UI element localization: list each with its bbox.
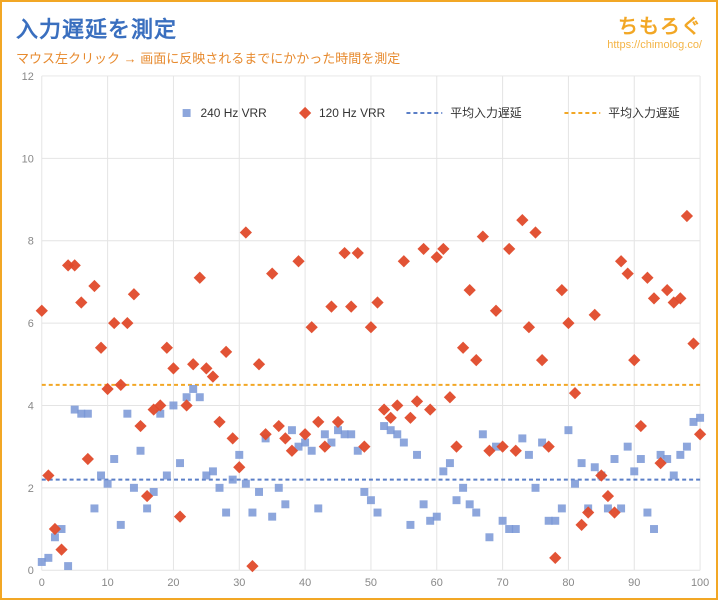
chart-title: 入力遅延を測定: [16, 12, 702, 44]
svg-text:10: 10: [102, 577, 114, 589]
svg-text:4: 4: [28, 400, 34, 412]
brand: ちもろぐ https://chimolog.co/: [607, 10, 702, 51]
svg-text:12: 12: [22, 71, 34, 83]
svg-text:80: 80: [562, 577, 574, 589]
brand-url: https://chimolog.co/: [607, 39, 702, 51]
svg-text:8: 8: [28, 236, 34, 248]
header: 入力遅延を測定 マウス左クリック → 画面に反映されるまでにかかった時間を測定 …: [2, 2, 716, 71]
svg-text:240 Hz VRR: 240 Hz VRR: [201, 106, 268, 120]
svg-text:30: 30: [233, 577, 245, 589]
svg-text:平均入力遅延: 平均入力遅延: [608, 106, 680, 120]
svg-text:50: 50: [365, 577, 377, 589]
chart-subtitle: マウス左クリック → 画面に反映されるまでにかかった時間を測定: [16, 48, 702, 67]
svg-text:100: 100: [691, 577, 709, 589]
chart-area: 0 2 4 6 8 10 12 0 10 20 30 40 50 60 70 80 90 100 240 Hz VR…: [2, 68, 716, 598]
svg-text:6: 6: [28, 318, 34, 330]
svg-text:10: 10: [22, 153, 34, 165]
svg-text:0: 0: [28, 565, 34, 577]
brand-name: ちもろぐ: [607, 10, 702, 39]
chart-frame: 入力遅延を測定 マウス左クリック → 画面に反映されるまでにかかった時間を測定 …: [0, 0, 718, 600]
svg-text:90: 90: [628, 577, 640, 589]
svg-text:120 Hz VRR: 120 Hz VRR: [319, 106, 386, 120]
svg-text:70: 70: [497, 577, 509, 589]
svg-text:60: 60: [431, 577, 443, 589]
scatter-chart: 0 2 4 6 8 10 12 0 10 20 30 40 50 60 70 80 90 100 240 Hz VR…: [2, 68, 716, 598]
svg-text:0: 0: [39, 577, 45, 589]
svg-text:20: 20: [167, 577, 179, 589]
svg-text:平均入力遅延: 平均入力遅延: [450, 106, 522, 120]
svg-text:2: 2: [28, 483, 34, 495]
svg-text:40: 40: [299, 577, 311, 589]
